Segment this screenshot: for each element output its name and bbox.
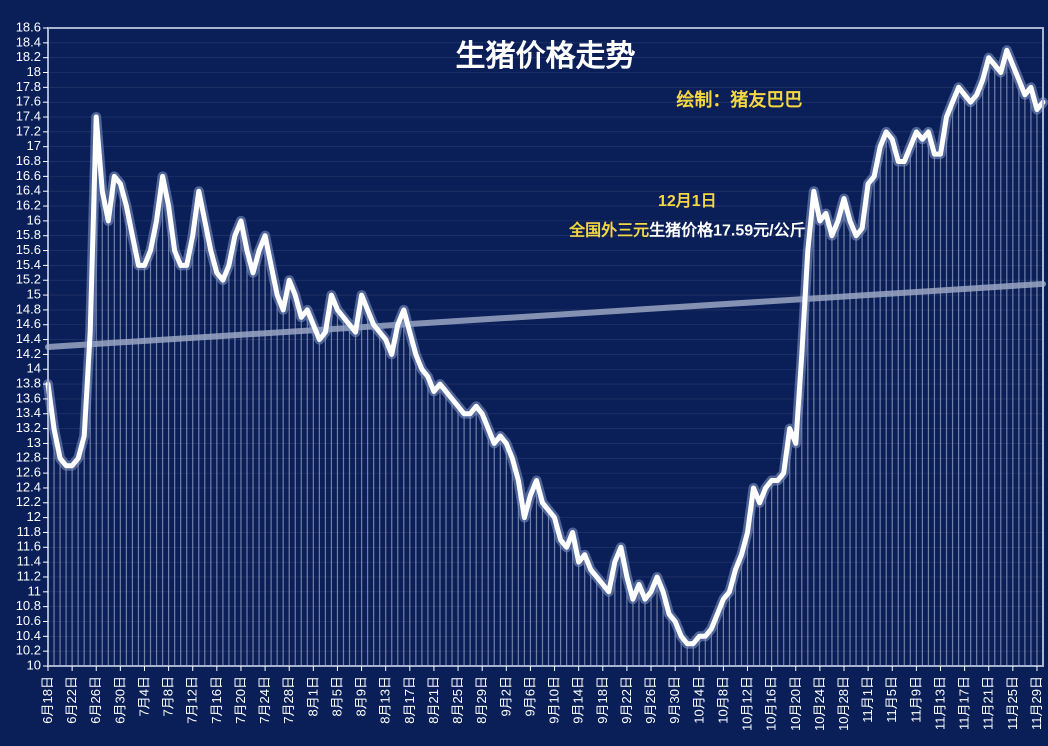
x-tick-label: 6月30日 — [112, 676, 127, 724]
y-tick-label: 16.2 — [16, 197, 41, 212]
y-tick-label: 13 — [27, 435, 41, 450]
y-tick-label: 10 — [27, 657, 41, 672]
y-tick-label: 14.8 — [16, 301, 41, 316]
x-tick-label: 10月8日 — [715, 676, 730, 724]
x-tick-label: 11月17日 — [957, 676, 972, 730]
x-tick-label: 6月18日 — [40, 676, 55, 724]
x-tick-label: 8月5日 — [329, 676, 344, 716]
x-tick-label: 7月4日 — [136, 676, 151, 716]
x-tick-label: 8月29日 — [474, 676, 489, 724]
x-tick-label: 11月5日 — [884, 676, 899, 723]
chart-credit: 绘制：猪友巴巴 — [676, 89, 802, 110]
y-tick-label: 15.8 — [16, 227, 41, 242]
x-tick-label: 10月12日 — [740, 676, 755, 731]
annotation-price: 全国外三元生猪价格17.59元/公斤 — [568, 221, 806, 240]
x-tick-label: 8月25日 — [450, 676, 465, 724]
x-tick-label: 10月24日 — [812, 676, 827, 731]
x-tick-label: 8月13日 — [378, 676, 393, 724]
y-tick-label: 13.6 — [16, 390, 41, 405]
y-tick-label: 16.6 — [16, 168, 41, 183]
x-tick-label: 9月22日 — [619, 676, 634, 724]
y-tick-label: 10.2 — [16, 643, 41, 658]
x-tick-label: 10月20日 — [788, 676, 803, 731]
x-tick-label: 7月28日 — [281, 676, 296, 724]
x-tick-label: 11月25日 — [1005, 676, 1020, 730]
y-tick-label: 11.6 — [17, 539, 41, 554]
y-tick-label: 10.6 — [16, 613, 41, 628]
x-tick-label: 10月4日 — [691, 676, 706, 724]
x-tick-label: 7月24日 — [257, 676, 272, 724]
y-tick-label: 18.6 — [16, 19, 41, 34]
x-tick-label: 11月29日 — [1029, 676, 1044, 730]
y-tick-label: 12.4 — [16, 479, 41, 494]
y-tick-label: 15.6 — [16, 242, 41, 257]
x-tick-label: 6月22日 — [64, 676, 79, 724]
y-tick-label: 14.6 — [16, 316, 41, 331]
price-chart: 1010.210.410.610.81111.211.411.611.81212… — [0, 0, 1048, 746]
x-tick-label: 11月1日 — [860, 676, 875, 723]
y-tick-label: 14 — [27, 361, 41, 376]
x-tick-label: 7月20日 — [233, 676, 248, 724]
y-tick-label: 15 — [27, 287, 41, 302]
x-tick-label: 7月8日 — [161, 676, 176, 716]
y-tick-label: 17.2 — [16, 123, 41, 138]
y-tick-label: 16.4 — [16, 183, 41, 198]
x-tick-label: 9月2日 — [498, 676, 513, 716]
x-tick-label: 7月16日 — [209, 676, 224, 724]
annotation-date: 12月1日 — [658, 192, 717, 210]
y-tick-label: 11.2 — [17, 568, 41, 583]
x-tick-label: 10月16日 — [764, 676, 779, 731]
y-tick-label: 15.4 — [16, 257, 41, 272]
x-tick-label: 9月18日 — [595, 676, 610, 724]
y-tick-label: 13.4 — [16, 405, 41, 420]
y-tick-label: 12.2 — [16, 494, 41, 509]
y-tick-label: 10.4 — [16, 628, 41, 643]
y-tick-label: 16.8 — [16, 153, 41, 168]
x-tick-label: 9月10日 — [547, 676, 562, 724]
x-tick-label: 11月9日 — [908, 676, 923, 723]
y-tick-label: 14.2 — [16, 346, 41, 361]
y-tick-label: 14.4 — [16, 331, 41, 346]
chart-title: 生猪价格走势 — [456, 40, 636, 73]
y-tick-label: 16 — [27, 212, 41, 227]
y-tick-label: 11.4 — [17, 554, 41, 569]
y-tick-label: 18.2 — [16, 49, 41, 64]
y-tick-label: 13.8 — [16, 376, 41, 391]
y-tick-label: 15.2 — [16, 272, 41, 287]
y-tick-label: 12 — [27, 509, 41, 524]
y-tick-label: 12.8 — [16, 450, 41, 465]
x-tick-label: 8月9日 — [354, 676, 369, 716]
x-tick-label: 6月26日 — [88, 676, 103, 724]
y-tick-label: 11 — [28, 583, 42, 598]
y-tick-label: 18.4 — [16, 34, 41, 49]
y-tick-label: 17.6 — [16, 94, 41, 109]
x-tick-label: 9月30日 — [667, 676, 682, 724]
x-tick-label: 9月26日 — [643, 676, 658, 724]
y-tick-label: 17 — [27, 138, 41, 153]
x-tick-label: 11月13日 — [932, 676, 947, 730]
x-tick-label: 10月28日 — [836, 676, 851, 731]
x-tick-label: 9月6日 — [522, 676, 537, 716]
x-tick-label: 8月21日 — [426, 676, 441, 724]
x-tick-label: 7月12日 — [185, 676, 200, 724]
x-tick-label: 8月17日 — [402, 676, 417, 724]
y-tick-label: 17.8 — [16, 79, 41, 94]
y-tick-label: 18 — [27, 64, 41, 79]
x-tick-label: 11月21日 — [981, 676, 996, 730]
x-tick-label: 9月14日 — [571, 676, 586, 724]
y-tick-label: 17.4 — [16, 108, 41, 123]
x-tick-label: 8月1日 — [305, 676, 320, 716]
y-tick-label: 12.6 — [16, 465, 41, 480]
y-tick-label: 13.2 — [16, 420, 41, 435]
y-tick-label: 10.8 — [16, 598, 41, 613]
y-tick-label: 11.8 — [17, 524, 41, 539]
